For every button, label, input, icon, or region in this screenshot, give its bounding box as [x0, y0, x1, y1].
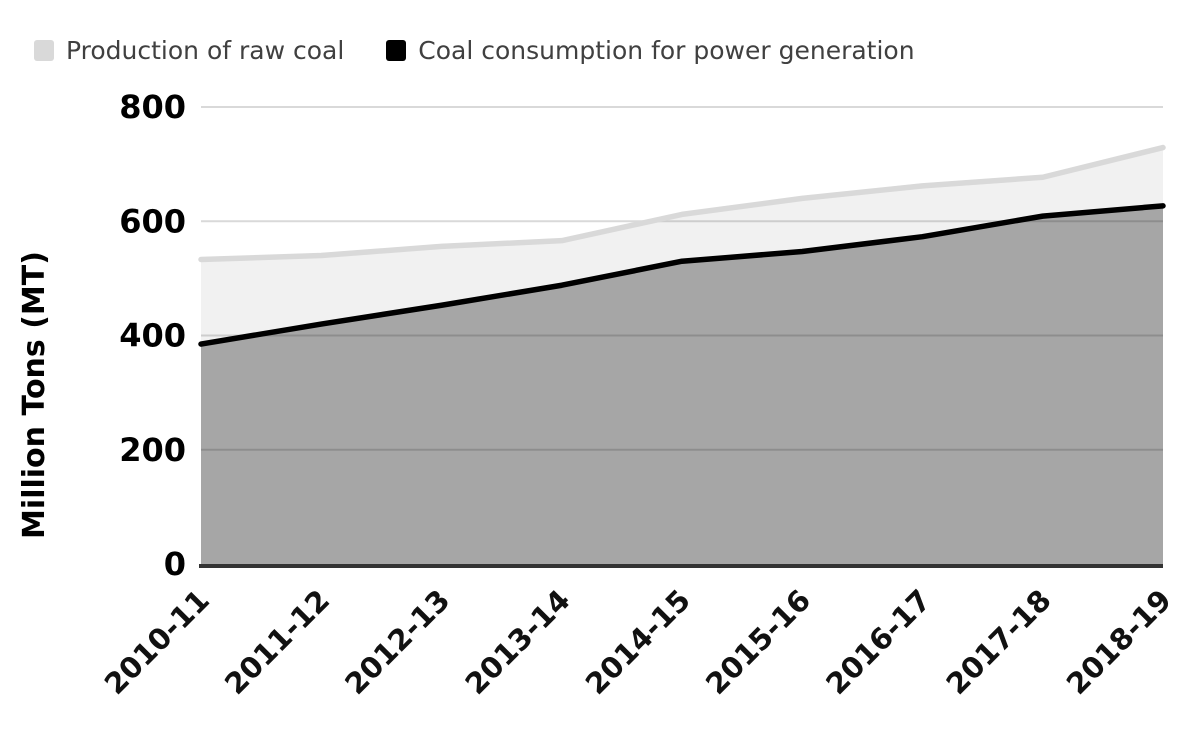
area-production	[201, 147, 1163, 564]
legend-item-production: Production of raw coal	[34, 36, 344, 65]
x-tick-label-2015-16: 2015-16	[699, 583, 817, 701]
x-tick-label-2014-15: 2014-15	[579, 583, 697, 701]
y-tick-label-800: 800	[119, 88, 186, 126]
consumption-swatch-icon	[386, 40, 407, 61]
y-tick-label-400: 400	[119, 317, 186, 355]
legend-label-production: Production of raw coal	[66, 36, 345, 65]
legend-label-consumption: Coal consumption for power generation	[418, 36, 915, 65]
x-tick-label-2013-14: 2013-14	[459, 583, 577, 701]
y-tick-label-200: 200	[119, 431, 186, 469]
x-tick-label-2016-17: 2016-17	[819, 583, 937, 701]
x-tick-label-2017-18: 2017-18	[940, 583, 1058, 701]
x-tick-label-2018-19: 2018-19	[1060, 583, 1178, 701]
x-tick-label-2012-13: 2012-13	[338, 583, 456, 701]
chart-legend: Production of raw coal Coal consumption …	[34, 36, 915, 65]
line-production	[198, 144, 1166, 263]
legend-item-consumption: Coal consumption for power generation	[386, 36, 915, 65]
line-consumption	[198, 203, 1166, 347]
x-tick-label-2011-12: 2011-12	[218, 583, 336, 701]
area-consumption	[201, 205, 1163, 565]
y-tick-label-0: 0	[164, 545, 186, 583]
production-swatch-icon	[34, 40, 54, 61]
y-axis-title: Million Tons (MT)	[17, 251, 52, 539]
x-tick-label-2010-11: 2010-11	[98, 583, 216, 701]
y-tick-label-600: 600	[119, 202, 186, 240]
